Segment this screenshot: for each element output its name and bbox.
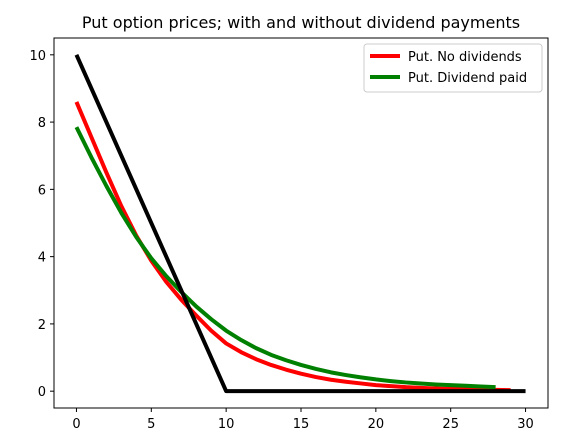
legend: Put. No dividends Put. Dividend paid: [363, 43, 543, 93]
legend-label-dividend-paid: Put. Dividend paid: [408, 71, 527, 86]
chart-title: Put option prices; with and without divi…: [82, 13, 520, 32]
y-tick-label: 0: [38, 385, 46, 400]
x-tick-label: 20: [368, 417, 385, 432]
series-layer: [74, 54, 526, 394]
x-tick-label: 5: [147, 417, 155, 432]
x-tick-label: 30: [517, 417, 534, 432]
x-tick-label: 25: [442, 417, 459, 432]
x-tick-label: 10: [218, 417, 235, 432]
legend-box: [363, 43, 543, 93]
y-tick-label: 8: [38, 116, 46, 131]
x-tick-label: 0: [72, 417, 80, 432]
series-line-dividend-paid: [74, 126, 496, 390]
y-tick-label: 6: [38, 183, 46, 198]
series-line-payoff: [74, 54, 526, 394]
y-tick-label: 4: [38, 251, 46, 266]
axis-layer: 0 5 10 15 20 25 30 0 2 4 6 8 10: [29, 49, 533, 432]
y-tick-label: 10: [29, 49, 46, 64]
x-tick-label: 15: [293, 417, 310, 432]
legend-label-no-dividends: Put. No dividends: [408, 50, 522, 65]
y-tick-label: 2: [38, 318, 46, 333]
